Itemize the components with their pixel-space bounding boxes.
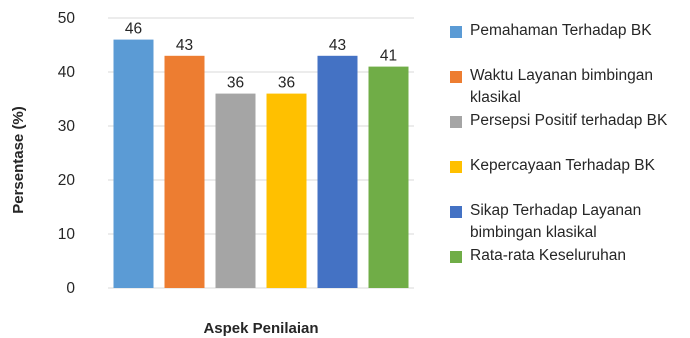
y-tick-label: 30: [58, 118, 76, 135]
legend-swatch: [450, 26, 462, 38]
legend-swatch: [450, 206, 462, 218]
legend-item: Rata-rata Keseluruhan: [450, 245, 690, 269]
bar: [317, 55, 358, 288]
data-label: 43: [176, 37, 193, 54]
data-label: 36: [278, 75, 295, 92]
legend-item: Persepsi Positif terhadap BK: [450, 110, 690, 155]
legend-label: Rata-rata Keseluruhan: [470, 247, 626, 264]
legend-item: Pemahaman Terhadap BK: [450, 20, 690, 65]
legend-swatch: [450, 251, 462, 263]
legend-label: Persepsi Positif terhadap BK: [470, 112, 668, 129]
bar: [215, 93, 256, 288]
legend-swatch: [450, 71, 462, 83]
legend-swatch: [450, 116, 462, 128]
data-label: 36: [227, 75, 244, 92]
bar: [368, 66, 409, 288]
y-tick-label: 0: [66, 280, 75, 297]
legend-label: Sikap Terhadap Layanan bimbingan klasika…: [470, 202, 642, 241]
data-label: 46: [125, 21, 142, 38]
bar: [164, 55, 205, 288]
bar: [266, 93, 307, 288]
y-tick-label: 10: [58, 226, 76, 243]
data-labels: 46 43 36 36 43 41: [125, 21, 397, 92]
y-tick-label: 50: [58, 10, 76, 27]
data-label: 41: [380, 48, 397, 65]
legend-item: Waktu Layanan bimbingan klasikal: [450, 65, 690, 110]
legend-label: Waktu Layanan bimbingan klasikal: [470, 67, 653, 106]
bar: [113, 39, 154, 288]
y-axis-label: Persentase (%): [10, 106, 27, 214]
legend-label: Pemahaman Terhadap BK: [470, 22, 652, 39]
data-label: 43: [329, 37, 346, 54]
legend-swatch: [450, 161, 462, 173]
y-tick-labels: 0 10 20 30 40 50: [58, 10, 76, 297]
legend-label: Kepercayaan Terhadap BK: [470, 157, 655, 174]
gridlines: [108, 17, 414, 289]
x-axis-label: Aspek Penilaian: [203, 320, 318, 337]
legend-item: Sikap Terhadap Layanan bimbingan klasika…: [450, 200, 690, 245]
bars: [113, 39, 409, 288]
y-tick-label: 20: [58, 172, 76, 189]
legend-item: Kepercayaan Terhadap BK: [450, 155, 690, 200]
legend: Pemahaman Terhadap BK Waktu Layanan bimbi…: [450, 20, 690, 269]
y-tick-label: 40: [58, 64, 76, 81]
